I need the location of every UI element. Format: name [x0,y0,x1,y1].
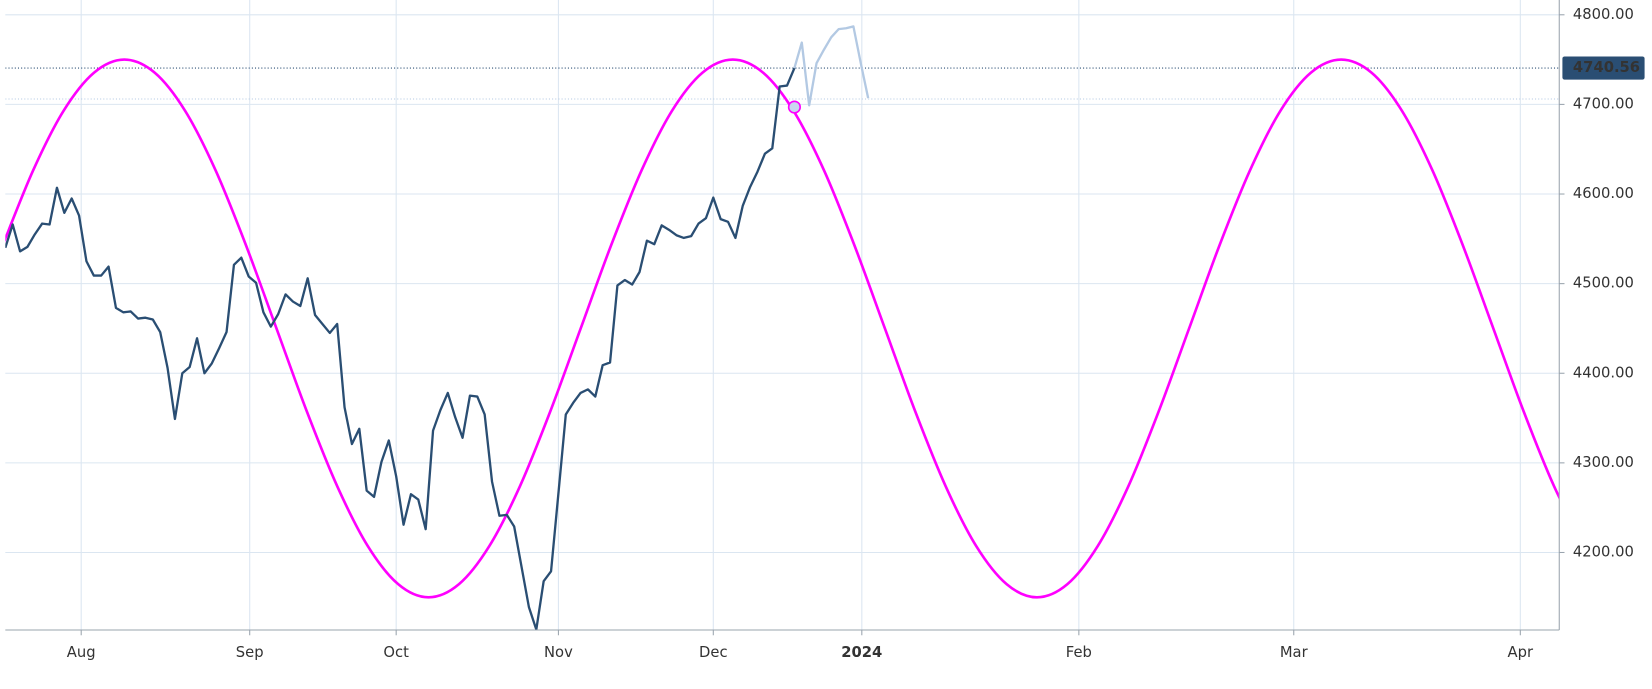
price-label-box [1562,56,1645,80]
y-tick-label: 4300.00 [1573,454,1634,471]
y-tick-label: 4600.00 [1573,185,1634,202]
x-tick-label: Nov [544,644,573,661]
x-tick-label: Oct [383,644,409,661]
series-line [5,58,1560,599]
x-tick-label: Dec [699,644,728,661]
highlight-point [787,100,801,114]
x-tick-label: Feb [1066,644,1092,661]
x-tick-label: 2024 [841,644,882,661]
series-line [5,67,796,631]
y-tick-label: 4200.00 [1573,543,1634,560]
grid [5,0,1560,631]
y-tick-label: 4500.00 [1573,275,1634,292]
plot-area [5,25,1560,631]
x-tick-label: Mar [1280,644,1309,661]
x-tick-label: Aug [67,644,96,661]
x-tick-label: Apr [1508,644,1534,661]
y-tick-label: 4400.00 [1573,364,1634,381]
x-tick-label: Sep [236,644,264,661]
y-tick-label: 4800.00 [1573,6,1634,23]
price-label: 4740.56 [1573,59,1640,76]
series-line [793,25,870,107]
axes: 4200.00 4300.00 4400.00 4500.00 4600.00 4700.… [67,6,1645,661]
y-tick-label: 4700.00 [1573,95,1634,112]
